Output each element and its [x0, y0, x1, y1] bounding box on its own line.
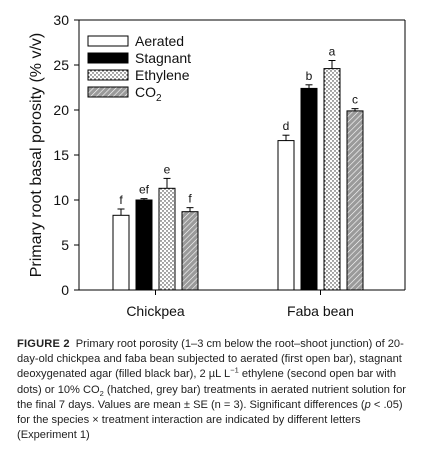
bar: [112, 214, 130, 291]
y-tick-label: 10: [53, 192, 69, 208]
y-axis-title: Primary root basal porosity (% v/v): [28, 33, 45, 278]
caption-subscript: 2: [99, 388, 104, 398]
legend-swatch: [87, 35, 129, 47]
figure-caption: FIGURE 2 Primary root porosity (1–3 cm be…: [17, 337, 412, 443]
bar: [181, 211, 199, 291]
legend-label: CO2: [135, 84, 162, 104]
legend-label: Aerated: [135, 33, 184, 49]
caption-text-3: (hatched, grey bar) treatments in aerate…: [17, 383, 406, 411]
significance-letter: d: [283, 119, 290, 133]
bar-chart: 0 5 10 15 20 25 30 Primary root basal porosity …: [28, 12, 406, 319]
y-tick-label: 5: [61, 237, 69, 253]
caption-superscript: −1: [230, 365, 239, 375]
caption-italic-p: p: [364, 398, 371, 411]
x-tick-label: Chickpea: [126, 303, 185, 319]
significance-letter: e: [164, 162, 171, 176]
bar: [346, 110, 364, 291]
y-tick-label: 20: [53, 102, 69, 118]
bar: [323, 68, 341, 291]
caption-text-2: ethylene (second open bar with dots) or …: [17, 368, 397, 396]
significance-letter: c: [352, 93, 358, 107]
legend-label: Stagnant: [135, 50, 191, 66]
legend-label: Ethylene: [135, 67, 190, 83]
y-tick-label: 25: [53, 57, 69, 73]
legend-swatch: [87, 69, 129, 81]
y-tick-label: 15: [53, 147, 69, 163]
bar: [158, 187, 176, 291]
bar: [135, 199, 153, 291]
significance-letter: f: [119, 193, 123, 207]
y-tick-label: 30: [53, 12, 69, 28]
x-tick-label: Faba bean: [287, 303, 354, 319]
significance-letter: f: [188, 192, 192, 206]
axes: 0 5 10 15 20 25 30 Primary root basal porosity …: [28, 12, 406, 319]
significance-letter: ef: [139, 183, 150, 197]
y-tick-label: 0: [61, 282, 69, 298]
legend-swatch: [87, 52, 129, 64]
significance-letter: b: [306, 69, 313, 83]
significance-letter: a: [329, 45, 336, 59]
caption-text-1: Primary root porosity (1–3 cm below the …: [17, 338, 404, 381]
bar: [277, 140, 295, 291]
caption-text-4: < .05) for the species × treatment inter…: [17, 398, 403, 442]
bar: [300, 87, 318, 291]
legend-swatch: [87, 86, 129, 98]
caption-label: FIGURE 2: [17, 338, 70, 350]
